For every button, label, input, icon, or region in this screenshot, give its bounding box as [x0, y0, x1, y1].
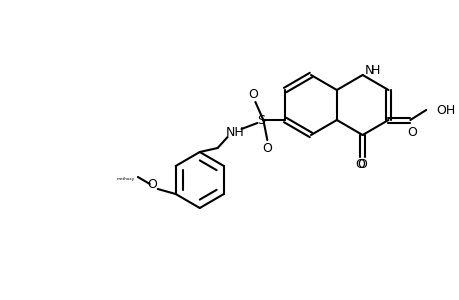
- Text: O: O: [407, 125, 416, 139]
- Text: H: H: [370, 64, 379, 76]
- Text: N: N: [364, 64, 373, 76]
- Text: O: O: [248, 88, 258, 101]
- Text: O: O: [262, 142, 272, 154]
- Text: S: S: [257, 113, 265, 127]
- Text: methoxy: methoxy: [117, 177, 135, 181]
- Text: NH: NH: [226, 125, 244, 139]
- Text: O: O: [357, 158, 367, 172]
- Text: O: O: [146, 178, 157, 190]
- Text: OH: OH: [435, 103, 454, 116]
- Text: O: O: [355, 158, 365, 172]
